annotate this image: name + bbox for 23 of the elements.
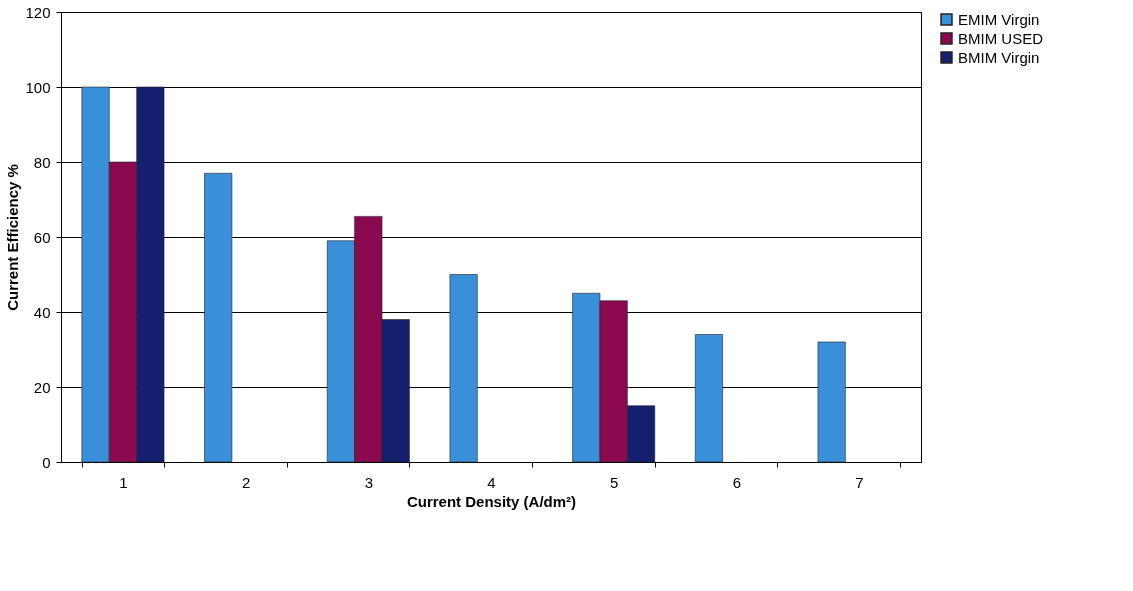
x-tick-label: 1 (119, 473, 128, 491)
legend-label: BMIM USED (958, 29, 1044, 47)
bar (817, 341, 846, 463)
y-tick-label: 40 (33, 303, 51, 321)
y-axis-title: Current Efficiency % (4, 164, 22, 311)
y-tick-label: 120 (25, 3, 51, 21)
x-axis-title: Current Density (A/dm²) (406, 492, 577, 510)
legend-label: BMIM Virgin (958, 48, 1040, 66)
legend-label: EMIM Virgin (958, 10, 1040, 28)
x-tick-label: 6 (732, 473, 742, 491)
bar (204, 172, 233, 463)
y-tick-label: 80 (33, 153, 51, 171)
y-tick-label: 0 (42, 453, 51, 471)
x-tick-label: 2 (241, 473, 251, 491)
x-tick-label: 3 (364, 473, 373, 491)
x-tick-label: 7 (855, 473, 864, 491)
y-tick-label: 20 (33, 378, 51, 396)
x-tick-label: 5 (610, 473, 619, 491)
bar (449, 274, 478, 463)
bar (694, 334, 723, 463)
x-tick-label: 4 (487, 473, 496, 491)
y-tick-label: 100 (25, 78, 51, 96)
y-tick-label: 60 (33, 228, 51, 246)
